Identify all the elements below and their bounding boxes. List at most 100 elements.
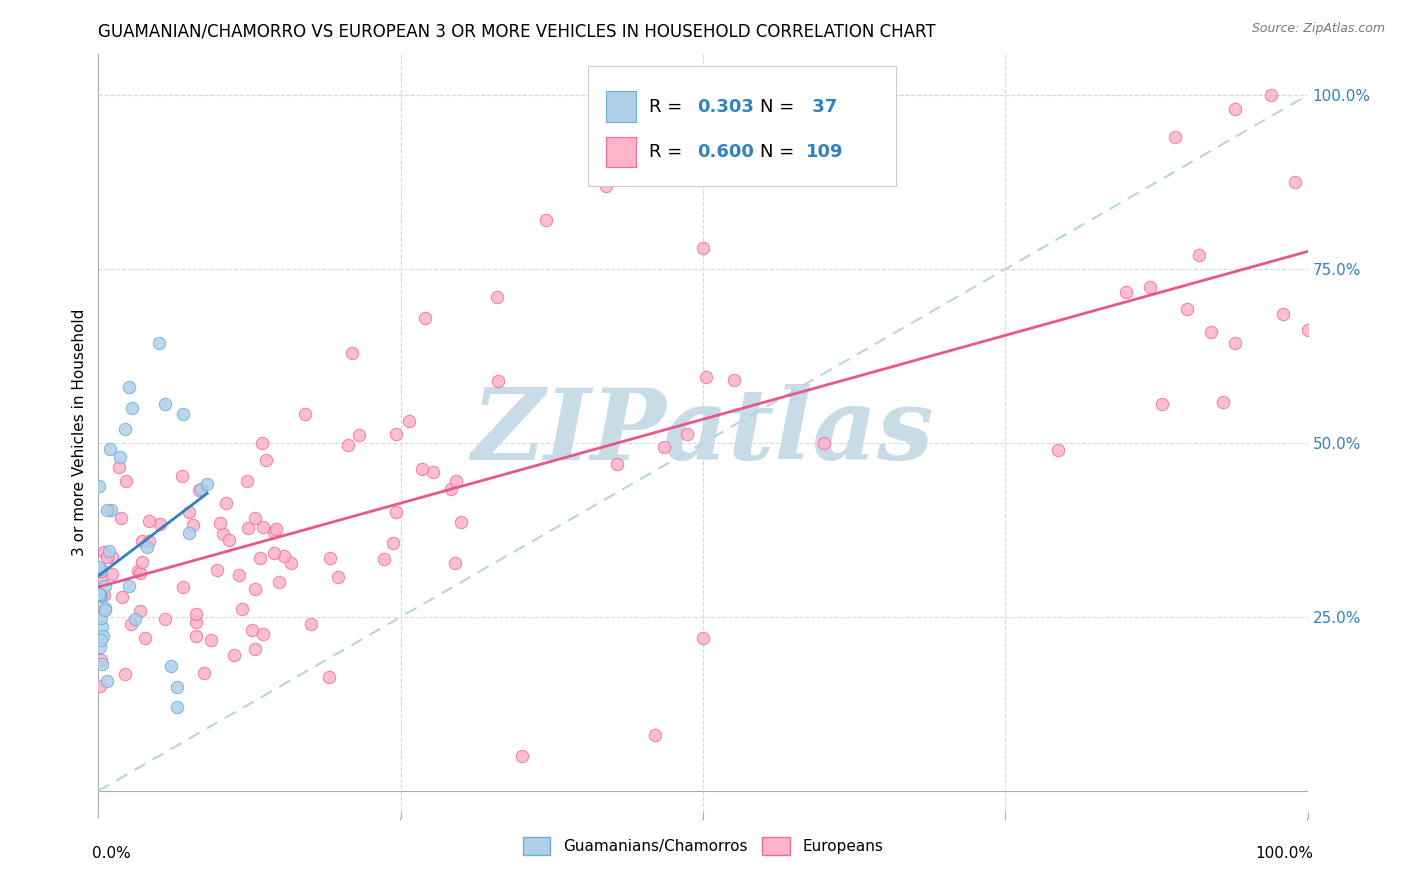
Point <box>131 533 153 548</box>
Text: 0.600: 0.600 <box>697 143 754 161</box>
Point <box>93 588 115 602</box>
Point <box>181 517 204 532</box>
Point <box>115 474 138 488</box>
Point <box>193 665 215 680</box>
Point <box>166 700 188 714</box>
Point <box>238 521 260 535</box>
Point <box>166 680 188 694</box>
Point <box>1260 88 1282 103</box>
Text: Source: ZipAtlas.com: Source: ZipAtlas.com <box>1251 22 1385 36</box>
Point <box>422 466 444 480</box>
Text: 37: 37 <box>806 97 837 116</box>
Point <box>319 550 342 565</box>
Point <box>398 414 420 428</box>
Point <box>101 567 124 582</box>
Point <box>1152 396 1174 410</box>
Point <box>1223 102 1246 116</box>
Point <box>384 505 406 519</box>
Point <box>93 545 115 559</box>
Point <box>91 629 114 643</box>
Point <box>318 670 340 684</box>
Point <box>96 550 118 565</box>
Point <box>1115 285 1137 299</box>
Point <box>135 540 157 554</box>
Point <box>1284 175 1306 189</box>
Point <box>200 633 222 648</box>
Point <box>294 407 316 421</box>
Point <box>138 533 160 548</box>
Point <box>129 604 152 618</box>
Point <box>486 374 509 388</box>
Point <box>382 536 405 550</box>
Text: R =: R = <box>648 143 688 161</box>
Point <box>118 380 141 394</box>
Point <box>89 640 111 654</box>
Point <box>266 522 288 536</box>
Point <box>652 440 675 454</box>
Point <box>96 503 118 517</box>
Point <box>212 527 235 541</box>
Point <box>170 468 193 483</box>
Point <box>250 436 273 450</box>
Point <box>149 516 172 531</box>
Point <box>450 515 472 529</box>
Point <box>94 602 117 616</box>
Point <box>114 422 136 436</box>
Point <box>90 589 112 603</box>
Point <box>131 556 153 570</box>
Bar <box>606 92 637 122</box>
Point <box>676 427 699 442</box>
Text: ZIPatlas: ZIPatlas <box>472 384 934 481</box>
Point <box>90 632 112 647</box>
Point <box>94 600 117 615</box>
Point <box>89 588 111 602</box>
Point <box>1199 325 1222 339</box>
Point <box>235 475 257 489</box>
Point <box>243 511 266 525</box>
Point <box>299 617 322 632</box>
Point <box>138 514 160 528</box>
Point <box>218 533 240 547</box>
Point <box>110 510 132 524</box>
Point <box>446 474 468 488</box>
Point <box>510 749 533 764</box>
Text: GUAMANIAN/CHAMORRO VS EUROPEAN 3 OR MORE VEHICLES IN HOUSEHOLD CORRELATION CHART: GUAMANIAN/CHAMORRO VS EUROPEAN 3 OR MORE… <box>98 22 936 40</box>
Point <box>108 460 131 475</box>
Y-axis label: 3 or more Vehicles in Household: 3 or more Vehicles in Household <box>72 309 87 557</box>
Text: 109: 109 <box>806 143 844 161</box>
Point <box>245 582 267 596</box>
Point <box>267 575 290 590</box>
Point <box>179 525 201 540</box>
Point <box>121 401 143 416</box>
Point <box>205 564 228 578</box>
Point <box>100 442 122 456</box>
Point <box>177 505 200 519</box>
Point <box>243 642 266 657</box>
Point <box>326 570 349 584</box>
Point <box>186 629 208 643</box>
Point <box>96 673 118 688</box>
Point <box>231 601 253 615</box>
Point <box>195 477 218 491</box>
Point <box>90 611 112 625</box>
Point <box>90 562 112 576</box>
Point <box>118 579 141 593</box>
Point <box>280 556 302 570</box>
Point <box>249 551 271 566</box>
Text: R =: R = <box>648 97 688 116</box>
Point <box>342 345 364 359</box>
Point <box>89 679 111 693</box>
Point <box>184 607 207 621</box>
Point <box>373 551 395 566</box>
Point <box>411 462 433 476</box>
Point <box>252 520 274 534</box>
Point <box>644 728 666 742</box>
Point <box>695 369 717 384</box>
Point <box>228 567 250 582</box>
Point <box>1223 335 1246 350</box>
Point <box>153 396 176 410</box>
Point <box>692 241 714 255</box>
Point <box>534 213 557 227</box>
Point <box>98 544 121 558</box>
Point <box>87 479 110 493</box>
